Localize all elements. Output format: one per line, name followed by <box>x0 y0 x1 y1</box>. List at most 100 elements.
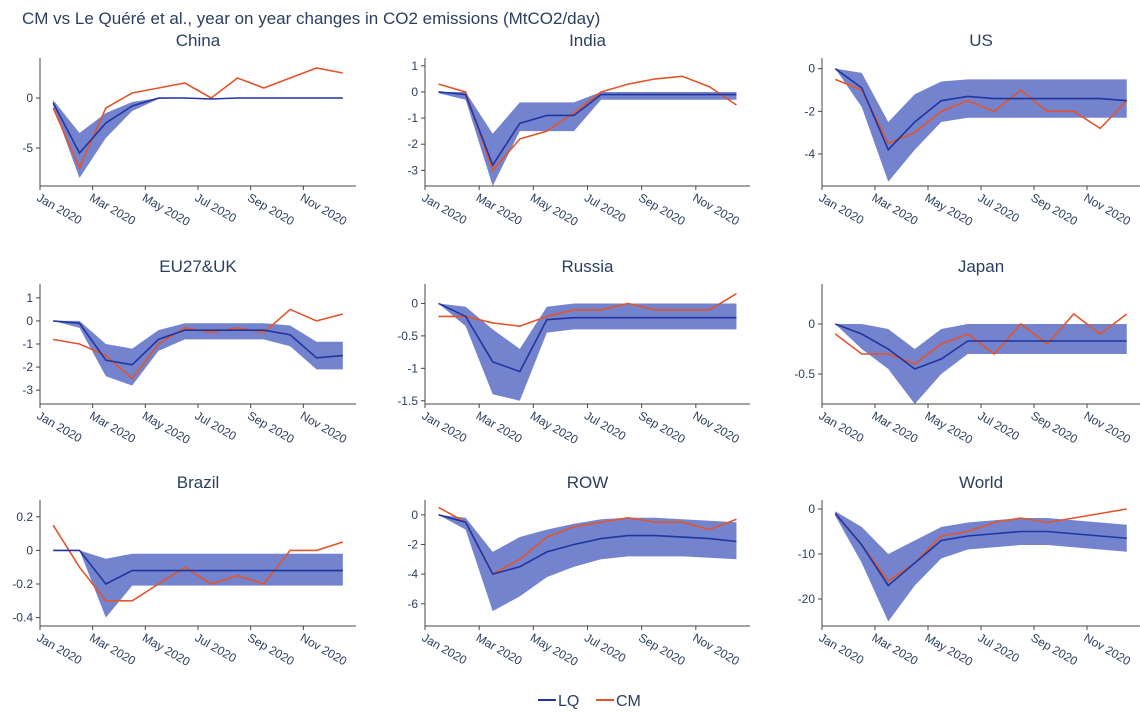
x-tick-label: Sep 2020 <box>636 408 688 446</box>
series-line <box>52 67 343 170</box>
series-line <box>834 508 1127 583</box>
x-tick-label: Sep 2020 <box>1029 630 1081 668</box>
series-line <box>438 91 737 167</box>
y-tick-label: 0 <box>26 91 33 105</box>
y-tick-label: -20 <box>798 592 816 606</box>
panel-title: US <box>969 31 993 50</box>
y-tick-label: -6 <box>407 597 418 611</box>
x-tick-label: Nov 2020 <box>298 190 350 228</box>
x-tick-label: Jan 2020 <box>35 630 85 667</box>
x-tick-label: Jul 2020 <box>976 190 1023 225</box>
x-tick-label: May 2020 <box>923 630 976 669</box>
x-tick-label: Nov 2020 <box>1082 190 1134 228</box>
x-tick-label: Jul 2020 <box>582 630 629 665</box>
x-tick-label: Jan 2020 <box>420 408 470 445</box>
y-tick-label: 0.2 <box>16 510 33 524</box>
x-tick-label: May 2020 <box>140 408 193 447</box>
y-tick-label: 0 <box>808 317 815 331</box>
legend: LQ CM <box>538 693 641 710</box>
legend-label: CM <box>616 693 641 710</box>
x-tick-label: May 2020 <box>528 408 581 447</box>
x-tick-label: Jul 2020 <box>193 190 240 225</box>
panel: World -20 -10 0 Jan 2020 Mar 2020 May 2020 Jul … <box>798 473 1140 669</box>
y-tick-label: 0 <box>26 543 33 557</box>
uncertainty-band <box>438 514 737 612</box>
series-line <box>834 68 1127 152</box>
panel: Brazil -0.4 -0.2 0 0.2 Jan 2020 Mar 2020 May 20… <box>12 473 356 669</box>
x-tick-label: Jan 2020 <box>817 408 867 445</box>
panel: India -3 -2 -1 0 1 Jan 2020 Mar 2020 May 2020 Jul… <box>407 31 750 229</box>
y-tick-label: -3 <box>22 383 33 397</box>
x-tick-label: Mar 2020 <box>474 408 525 446</box>
x-tick-label: Jul 2020 <box>976 630 1023 665</box>
uncertainty-band <box>835 511 1127 622</box>
panel-title: Brazil <box>177 473 220 492</box>
x-tick-label: Jan 2020 <box>35 190 85 227</box>
panel-title: Russia <box>562 257 615 276</box>
series-line <box>438 75 737 172</box>
x-tick-label: May 2020 <box>528 630 581 669</box>
x-tick-label: Sep 2020 <box>636 190 688 228</box>
y-tick-label: -10 <box>798 547 816 561</box>
y-tick-label: -2 <box>804 104 815 118</box>
x-tick-label: Nov 2020 <box>1082 630 1134 668</box>
y-tick-label: -1 <box>407 111 418 125</box>
series-line <box>834 312 1128 365</box>
x-tick-label: Sep 2020 <box>1029 408 1081 446</box>
panel-title: ROW <box>567 473 609 492</box>
x-tick-label: Sep 2020 <box>245 408 297 446</box>
series-line <box>52 97 343 155</box>
series-line <box>53 320 343 366</box>
y-tick-label: -1 <box>407 361 418 375</box>
series-line <box>438 302 737 373</box>
panel: Russia -1.5 -1 -0.5 0 Jan 2020 Mar 2020 May 202… <box>397 257 750 447</box>
series-line <box>834 512 1127 587</box>
y-tick-label: -2 <box>407 537 418 551</box>
x-tick-label: Nov 2020 <box>1082 408 1134 446</box>
x-tick-label: Jul 2020 <box>193 408 240 443</box>
y-tick-label: 0 <box>411 85 418 99</box>
x-tick-label: Mar 2020 <box>870 630 921 668</box>
panel: China -5 0 Jan 2020 Mar 2020 May 2020 Jul 2020… <box>22 31 356 229</box>
y-tick-label: 0 <box>411 508 418 522</box>
x-tick-label: May 2020 <box>923 190 976 229</box>
y-tick-label: -1.5 <box>397 394 418 408</box>
y-tick-label: -2 <box>22 360 33 374</box>
series-line <box>53 549 343 586</box>
x-tick-label: Sep 2020 <box>636 630 688 668</box>
uncertainty-band <box>53 550 343 618</box>
uncertainty-band <box>438 303 737 401</box>
series-line <box>438 293 737 327</box>
x-tick-label: Mar 2020 <box>87 630 138 668</box>
x-tick-label: Sep 2020 <box>245 190 297 228</box>
y-tick-label: -0.5 <box>397 329 418 343</box>
x-tick-label: Jul 2020 <box>193 630 240 665</box>
x-tick-label: Jan 2020 <box>420 630 470 667</box>
x-tick-label: May 2020 <box>140 630 193 669</box>
x-tick-label: Mar 2020 <box>870 408 921 446</box>
x-tick-label: Sep 2020 <box>1029 190 1081 228</box>
chart-title: CM vs Le Quéré et al., year on year chan… <box>22 9 600 28</box>
y-tick-label: 0 <box>808 502 815 516</box>
y-tick-label: 0 <box>26 314 33 328</box>
x-tick-label: Jul 2020 <box>976 408 1023 443</box>
y-tick-label: 1 <box>411 59 418 73</box>
uncertainty-band <box>835 324 1127 404</box>
y-tick-label: -3 <box>407 163 418 177</box>
y-tick-label: 0 <box>808 62 815 76</box>
x-tick-label: Nov 2020 <box>690 190 742 228</box>
y-tick-label: -1 <box>22 337 33 351</box>
x-tick-label: Mar 2020 <box>87 190 138 228</box>
panel-title: India <box>569 31 606 50</box>
series-line <box>438 514 737 576</box>
series-line <box>834 323 1127 370</box>
x-tick-label: Mar 2020 <box>474 190 525 228</box>
legend-label: LQ <box>558 693 579 710</box>
x-tick-label: Jul 2020 <box>582 408 629 443</box>
series-line <box>834 78 1128 145</box>
y-tick-label: -4 <box>407 567 418 581</box>
panel-title: EU27&UK <box>159 257 237 276</box>
x-tick-label: Mar 2020 <box>87 408 138 446</box>
y-tick-label: 1 <box>26 291 33 305</box>
